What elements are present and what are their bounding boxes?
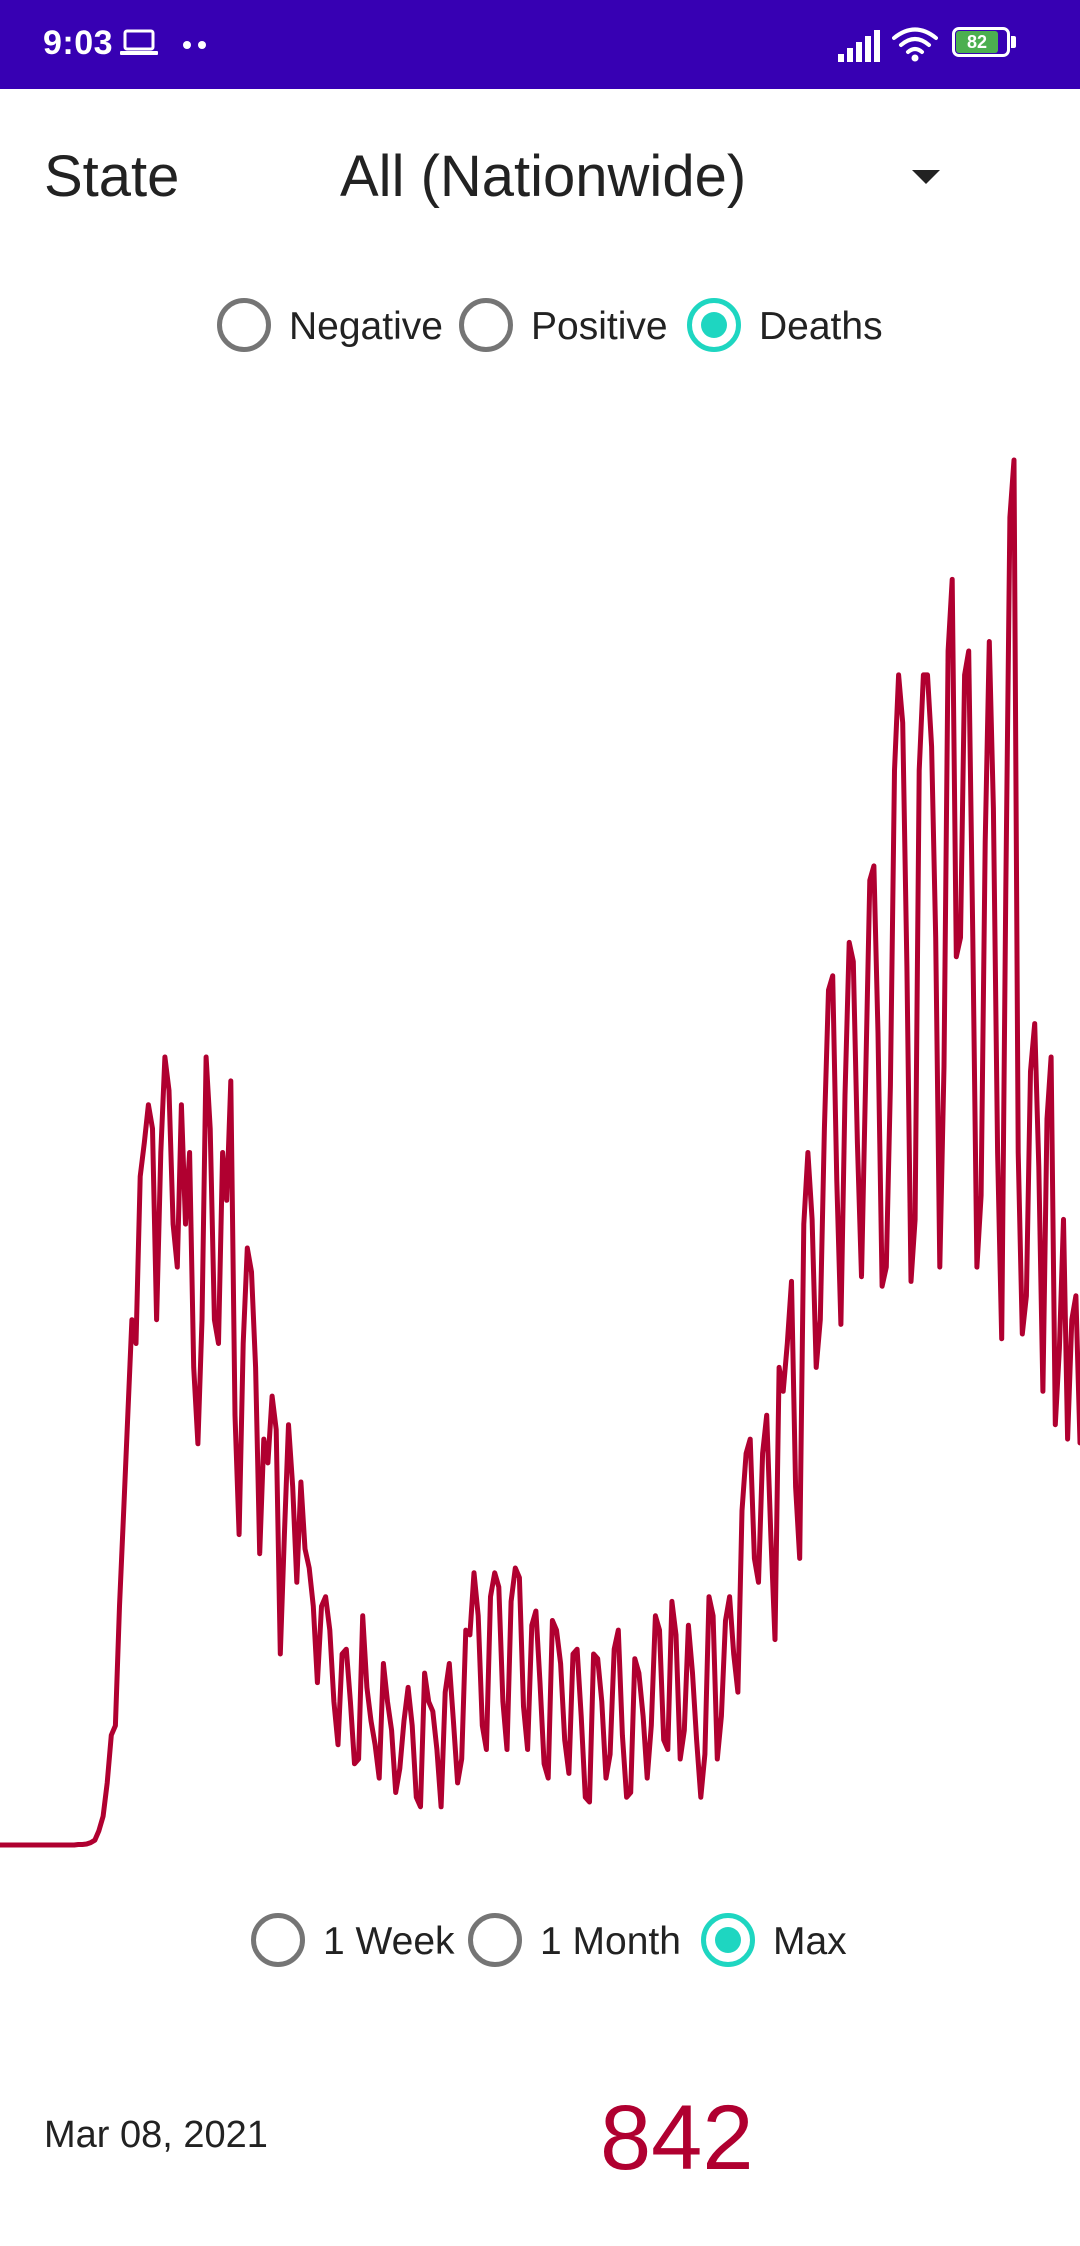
radio-max-dot: [715, 1927, 741, 1953]
state-dropdown[interactable]: All (Nationwide): [320, 128, 960, 228]
radio-1-week-label: 1 Week: [323, 1920, 455, 1963]
selected-date: Mar 08, 2021: [44, 2114, 268, 2156]
laptop-icon: [120, 29, 158, 55]
range-radio-group: 1 Week 1 Month Max: [251, 1905, 871, 1975]
radio-positive-label: Positive: [531, 305, 668, 348]
status-bar: 9:03 82: [0, 0, 1080, 89]
status-time: 9:03: [43, 24, 114, 62]
radio-deaths-label: Deaths: [759, 305, 883, 348]
state-dropdown-value: All (Nationwide): [340, 144, 747, 209]
notification-dots-icon: [183, 41, 206, 49]
radio-negative-circle: [217, 298, 271, 352]
cell-signal-icon: [838, 30, 880, 62]
radio-max-circle: [701, 1913, 755, 1967]
radio-positive-circle: [459, 298, 513, 352]
battery-cap: [1011, 36, 1016, 48]
radio-deaths-circle: [687, 298, 741, 352]
radio-1-week-circle: [251, 1913, 305, 1967]
metric-radio-group: Negative Positive Deaths: [217, 290, 917, 360]
radio-negative-label: Negative: [289, 305, 443, 348]
radio-deaths-dot: [701, 312, 727, 338]
radio-1-month-label: 1 Month: [540, 1920, 681, 1963]
state-label: State: [44, 144, 180, 209]
radio-max-label: Max: [773, 1920, 847, 1963]
deaths-series-line: [0, 457, 1080, 1848]
battery-fill: [956, 31, 998, 53]
selected-value: 842: [600, 2087, 754, 2189]
deaths-line-chart: [0, 457, 1080, 1848]
radio-1-month-circle: [468, 1913, 522, 1967]
chevron-down-icon: [912, 170, 940, 184]
battery-icon: 82: [952, 27, 1022, 63]
wifi-icon: [892, 27, 938, 62]
battery-level: 82: [966, 32, 988, 52]
battery-shell: [952, 27, 1010, 57]
